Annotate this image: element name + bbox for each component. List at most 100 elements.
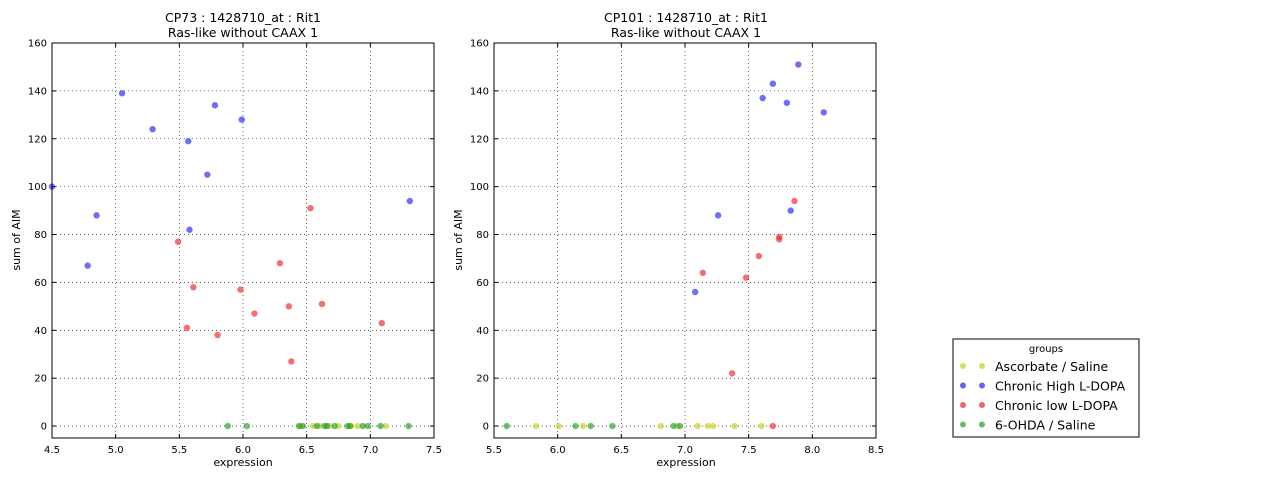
data-point: [787, 207, 794, 214]
data-point: [699, 269, 707, 277]
y-tick-label: 0: [41, 422, 47, 433]
plot-area: 4.5 5.0 5.5 6.0 6.5 7.0 7.5 0 20 40 60 80 100 120 140 1…: [28, 39, 442, 457]
data-point: [758, 422, 765, 430]
data-point: [676, 422, 684, 430]
series-6-ohda-saline: [224, 422, 412, 430]
data-point: [709, 422, 717, 430]
data-point: [691, 288, 699, 296]
legend-label: Chronic low L-DOPA: [995, 398, 1118, 413]
data-point: [149, 125, 156, 133]
legend-marker: [979, 402, 985, 408]
data-point: [307, 204, 314, 212]
data-point: [791, 197, 798, 205]
series-ascorbate-saline: [532, 422, 765, 430]
data-point: [657, 422, 665, 430]
data-point: [211, 102, 219, 109]
series-chronic-high-l-dopa: [691, 61, 827, 296]
data-point: [378, 319, 385, 327]
series-6-ohda-saline: [503, 422, 684, 430]
legend: groups Ascorbate / Saline Chronic High L-…: [952, 338, 1140, 438]
series-chronic-high-l-dopa: [48, 90, 414, 269]
data-point: [755, 252, 763, 260]
data-point: [405, 422, 412, 430]
data-point: [795, 61, 802, 68]
data-point: [238, 116, 245, 123]
data-point: [346, 422, 354, 430]
legend-label: Ascorbate / Saline: [995, 359, 1109, 374]
legend-entry: Chronic low L-DOPA: [960, 398, 1118, 413]
y-tick-label: 160: [28, 39, 47, 50]
data-point: [731, 422, 738, 430]
plot-frame: [493, 42, 877, 439]
chart-cp101: CP101 : 1428710_at : Rit1 Ras-like witho…: [452, 10, 884, 469]
legend-marker: [979, 382, 985, 389]
data-point: [587, 422, 594, 430]
data-point: [313, 422, 321, 430]
x-tick-label: 6.5: [299, 445, 315, 456]
data-point: [237, 286, 244, 293]
data-point: [214, 331, 221, 339]
x-tick-label: 8.5: [868, 445, 884, 456]
plot-area: 5.5 6.0 6.5 7.0 7.5 8.0 8.5 0 20 40 60 80 100 120 140 1…: [470, 39, 884, 457]
chart-subtitle: Ras-like without CAAX 1: [168, 25, 318, 40]
y-tick-label: 40: [34, 326, 47, 337]
legend-label: Chronic High L-DOPA: [995, 379, 1126, 394]
y-tick-label: 60: [34, 278, 47, 289]
y-tick-label: 20: [476, 374, 489, 385]
data-point: [377, 422, 384, 430]
chart-cp73: CP73 : 1428710_at : Rit1 Ras-like withou…: [10, 10, 442, 469]
legend-marker: [979, 421, 985, 428]
data-point: [704, 422, 712, 430]
x-tick-label: 7.0: [677, 445, 693, 456]
data-point: [769, 422, 777, 430]
data-point: [364, 422, 371, 430]
data-point: [185, 137, 192, 145]
legend-label: 6-OHDA / Saline: [995, 418, 1096, 433]
data-point: [609, 422, 616, 430]
x-tick-label: 5.0: [108, 445, 124, 456]
data-point: [354, 422, 361, 430]
legend-title: groups: [1029, 344, 1063, 355]
data-point: [331, 422, 338, 430]
y-tick-label: 80: [476, 230, 489, 241]
y-tick-label: 60: [476, 278, 489, 289]
data-point: [224, 422, 231, 430]
chart-title: CP101 : 1428710_at : Rit1: [604, 10, 768, 25]
data-point: [190, 283, 197, 291]
y-axis-label: sum of AIM: [452, 209, 465, 270]
x-tick-label: 7.5: [741, 445, 757, 456]
y-tick-label: 160: [470, 39, 489, 50]
y-tick-label: 140: [28, 86, 47, 97]
legend-marker: [960, 382, 966, 389]
legend-frame: [952, 338, 1140, 438]
x-tick-label: 7.0: [362, 445, 378, 456]
plot-frame: [51, 42, 435, 439]
x-tick-label: 4.5: [44, 445, 60, 456]
data-point: [670, 422, 677, 430]
legend-marker: [979, 363, 985, 369]
x-tick-label: 5.5: [171, 445, 187, 456]
data-point: [204, 171, 211, 178]
y-tick-label: 120: [28, 134, 47, 145]
data-point: [503, 422, 510, 430]
legend-entry: Chronic High L-DOPA: [960, 379, 1126, 394]
y-tick-label: 100: [28, 182, 47, 193]
data-point: [776, 236, 783, 243]
data-point: [243, 422, 251, 430]
data-point: [728, 370, 736, 377]
legend-entry: Ascorbate / Saline: [960, 359, 1109, 374]
y-tick-label: 100: [470, 182, 489, 193]
y-tick-label: 80: [34, 230, 47, 241]
data-point: [323, 422, 331, 430]
y-tick-label: 0: [483, 422, 489, 433]
data-point: [174, 238, 182, 245]
data-point: [84, 262, 91, 269]
data-point: [288, 358, 295, 365]
data-point: [820, 109, 827, 116]
y-tick-label: 20: [34, 374, 47, 385]
data-point: [769, 80, 777, 87]
data-point: [93, 212, 100, 219]
y-tick-label: 40: [476, 326, 489, 337]
legend-entry: 6-OHDA / Saline: [960, 418, 1096, 433]
